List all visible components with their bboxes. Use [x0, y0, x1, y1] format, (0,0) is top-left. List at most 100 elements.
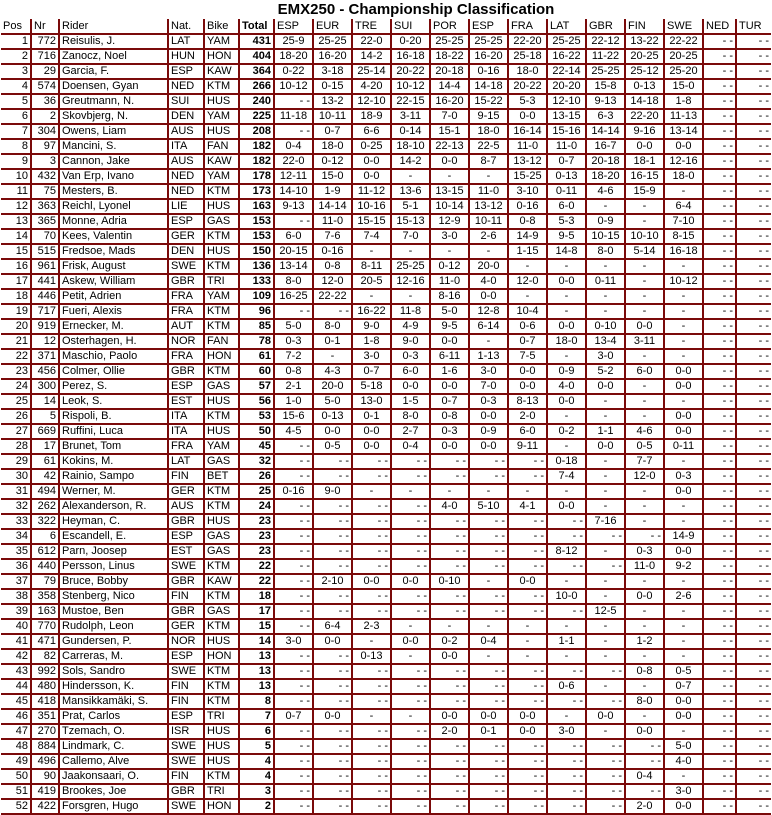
- result-cell: 0-9: [586, 214, 626, 230]
- result-cell: -: [391, 244, 431, 260]
- result-cell: - -: [391, 589, 431, 605]
- result-cell: 14-9: [508, 229, 548, 245]
- result-cell: 13-2: [313, 94, 353, 110]
- result-cell: - -: [508, 544, 548, 560]
- pos-cell: 17: [1, 274, 32, 290]
- table-row: 23 456 Colmer, Ollie GBR KTM 60 0-8 4-3 0-7 6-0 1-…: [1, 364, 771, 380]
- nr-cell: 262: [31, 499, 60, 515]
- result-cell: 16-20: [469, 49, 509, 65]
- rider-cell: Tzemach, O.: [59, 724, 169, 740]
- result-cell: -: [391, 619, 431, 635]
- result-cell: 0-11: [586, 274, 626, 290]
- nr-cell: 446: [31, 289, 60, 305]
- result-cell: - -: [391, 499, 431, 515]
- rider-cell: Mustoe, Ben: [59, 604, 169, 620]
- rider-cell: Prat, Carlos: [59, 709, 169, 725]
- pos-cell: 36: [1, 559, 32, 575]
- nat-cell: ISR: [168, 724, 205, 740]
- result-cell: 18-1: [625, 154, 665, 170]
- result-cell: - -: [469, 544, 509, 560]
- result-cell: 11-0: [469, 184, 509, 200]
- result-cell: 13-6: [391, 184, 431, 200]
- result-cell: - -: [586, 739, 626, 755]
- table-row: 7 304 Owens, Liam AUS HUS 208- -0-7 6-6 0-14 15-…: [1, 124, 771, 140]
- result-cell: - -: [703, 529, 737, 545]
- pos-cell: 35: [1, 544, 32, 560]
- nr-cell: 440: [31, 559, 60, 575]
- result-cell: -: [547, 709, 587, 725]
- result-cell: - -: [313, 529, 353, 545]
- bike-cell: HUS: [204, 754, 240, 770]
- pos-cell: 29: [1, 454, 32, 470]
- bike-cell: TRI: [204, 784, 240, 800]
- result-cell: 0-0: [352, 439, 392, 455]
- result-cell: 0-0: [352, 154, 392, 170]
- table-row: 8 97 Mancini, S. ITA FAN 182 0-4 18-0 0-25 18-10 2…: [1, 139, 771, 155]
- result-cell: -: [664, 769, 704, 785]
- result-cell: 22-12: [586, 34, 626, 50]
- result-cell: - -: [313, 679, 353, 695]
- rider-cell: Frisk, August: [59, 259, 169, 275]
- nr-cell: 270: [31, 724, 60, 740]
- result-cell: - -: [736, 784, 771, 800]
- result-cell: 1-13: [469, 349, 509, 365]
- result-cell: 0-16: [313, 244, 353, 260]
- nr-cell: 300: [31, 379, 60, 395]
- rider-cell: Stenberg, Nico: [59, 589, 169, 605]
- result-cell: - -: [586, 784, 626, 800]
- result-cell: -: [547, 259, 587, 275]
- nat-cell: GBR: [168, 784, 205, 800]
- nat-cell: FIN: [168, 769, 205, 785]
- result-cell: 0-3: [664, 469, 704, 485]
- result-cell: - -: [274, 799, 314, 815]
- result-cell: 9-15: [469, 109, 509, 125]
- result-cell: - -: [391, 559, 431, 575]
- rider-cell: Alexanderson, R.: [59, 499, 169, 515]
- result-cell: - -: [736, 124, 771, 140]
- rider-cell: Mansikkamäki, S.: [59, 694, 169, 710]
- result-cell: 13-14: [664, 124, 704, 140]
- result-cell: - -: [736, 139, 771, 155]
- result-cell: 0-8: [430, 409, 470, 425]
- table-row: 4 574 Doensen, Gyan NED KTM 266 10-12 0-15 4-20 1…: [1, 79, 771, 95]
- result-cell: 14-2: [391, 154, 431, 170]
- nat-cell: DEN: [168, 244, 205, 260]
- total-cell: 13: [239, 664, 275, 680]
- result-cell: - -: [736, 469, 771, 485]
- result-cell: 8-13: [508, 394, 548, 410]
- result-cell: -: [352, 289, 392, 305]
- result-cell: 0-6: [547, 679, 587, 695]
- result-cell: 1-1: [547, 634, 587, 650]
- result-cell: - -: [430, 604, 470, 620]
- result-cell: -: [586, 649, 626, 665]
- result-cell: 3-0: [352, 349, 392, 365]
- result-cell: - -: [352, 499, 392, 515]
- result-cell: - -: [703, 154, 737, 170]
- result-cell: -: [625, 259, 665, 275]
- result-cell: - -: [703, 364, 737, 380]
- result-cell: - -: [313, 739, 353, 755]
- result-cell: - -: [703, 199, 737, 215]
- result-cell: 0-10: [430, 574, 470, 590]
- result-cell: - -: [703, 94, 737, 110]
- result-cell: 8-0: [625, 694, 665, 710]
- result-cell: - -: [703, 169, 737, 185]
- result-cell: 15-1: [430, 124, 470, 140]
- result-cell: - -: [586, 799, 626, 815]
- result-cell: - -: [736, 604, 771, 620]
- result-cell: - -: [586, 769, 626, 785]
- result-cell: 0-16: [274, 484, 314, 500]
- result-cell: - -: [703, 64, 737, 80]
- nat-cell: NOR: [168, 634, 205, 650]
- result-cell: 0-0: [469, 439, 509, 455]
- result-cell: 0-0: [625, 139, 665, 155]
- result-cell: - -: [313, 769, 353, 785]
- result-cell: 22-0: [274, 154, 314, 170]
- nat-cell: NED: [168, 79, 205, 95]
- total-cell: 5: [239, 739, 275, 755]
- result-cell: - -: [391, 784, 431, 800]
- result-cell: - -: [736, 769, 771, 785]
- result-cell: 7-10: [664, 214, 704, 230]
- pos-cell: 20: [1, 319, 32, 335]
- nat-cell: SWE: [168, 754, 205, 770]
